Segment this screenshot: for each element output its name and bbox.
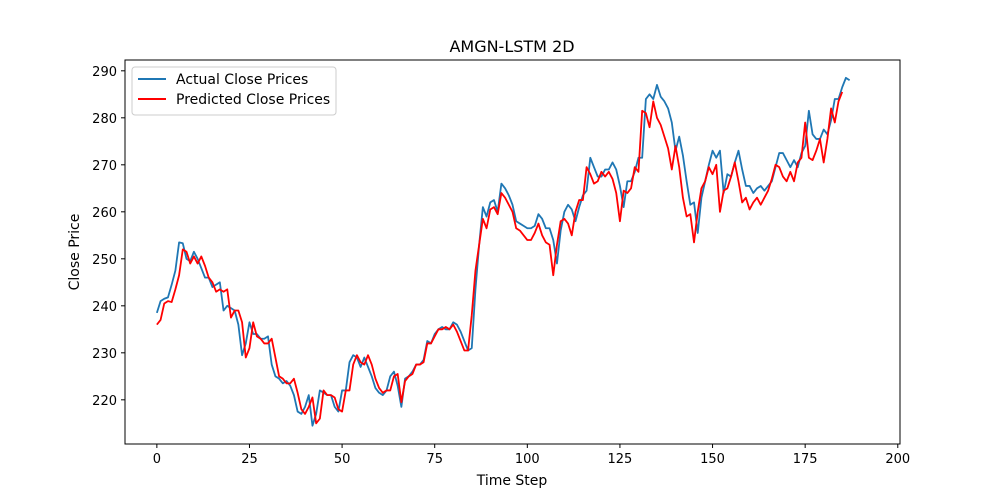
legend-box	[131, 66, 337, 116]
x-axis-label: Time Step	[476, 473, 548, 489]
x-tick-label: 25	[241, 452, 258, 467]
legend-label-actual: Actual Close Prices	[176, 72, 308, 88]
y-axis-label: Close Price	[67, 214, 83, 291]
x-tick-label: 125	[608, 452, 633, 467]
y-tick-label: 220	[92, 394, 117, 409]
x-tick-label: 0	[153, 452, 161, 467]
y-tick-label: 230	[92, 347, 117, 362]
x-axis: 0 25 50 75 100 125 150 175 200	[153, 444, 910, 467]
y-tick-label: 260	[92, 206, 117, 221]
y-axis: 220 230 240 250 260 270 280 290	[92, 65, 125, 409]
series-layer	[156, 76, 851, 427]
x-tick-label: 200	[885, 452, 910, 467]
x-tick-label: 100	[515, 452, 540, 467]
y-tick-label: 250	[92, 253, 117, 268]
y-tick-label: 270	[92, 159, 117, 174]
legend-label-predicted: Predicted Close Prices	[176, 92, 330, 108]
series-line-predicted	[156, 91, 844, 425]
x-tick-label: 175	[793, 452, 818, 467]
x-tick-label: 50	[334, 452, 351, 467]
y-tick-label: 280	[92, 112, 117, 127]
y-tick-label: 290	[92, 65, 117, 80]
plot-frame	[124, 59, 901, 445]
y-tick-label: 240	[92, 300, 117, 315]
chart-title: AMGN-LSTM 2D	[449, 37, 574, 56]
x-tick-label: 75	[426, 452, 443, 467]
legend: Actual Close Prices Predicted Close Pric…	[131, 66, 337, 116]
x-tick-label: 150	[700, 452, 725, 467]
